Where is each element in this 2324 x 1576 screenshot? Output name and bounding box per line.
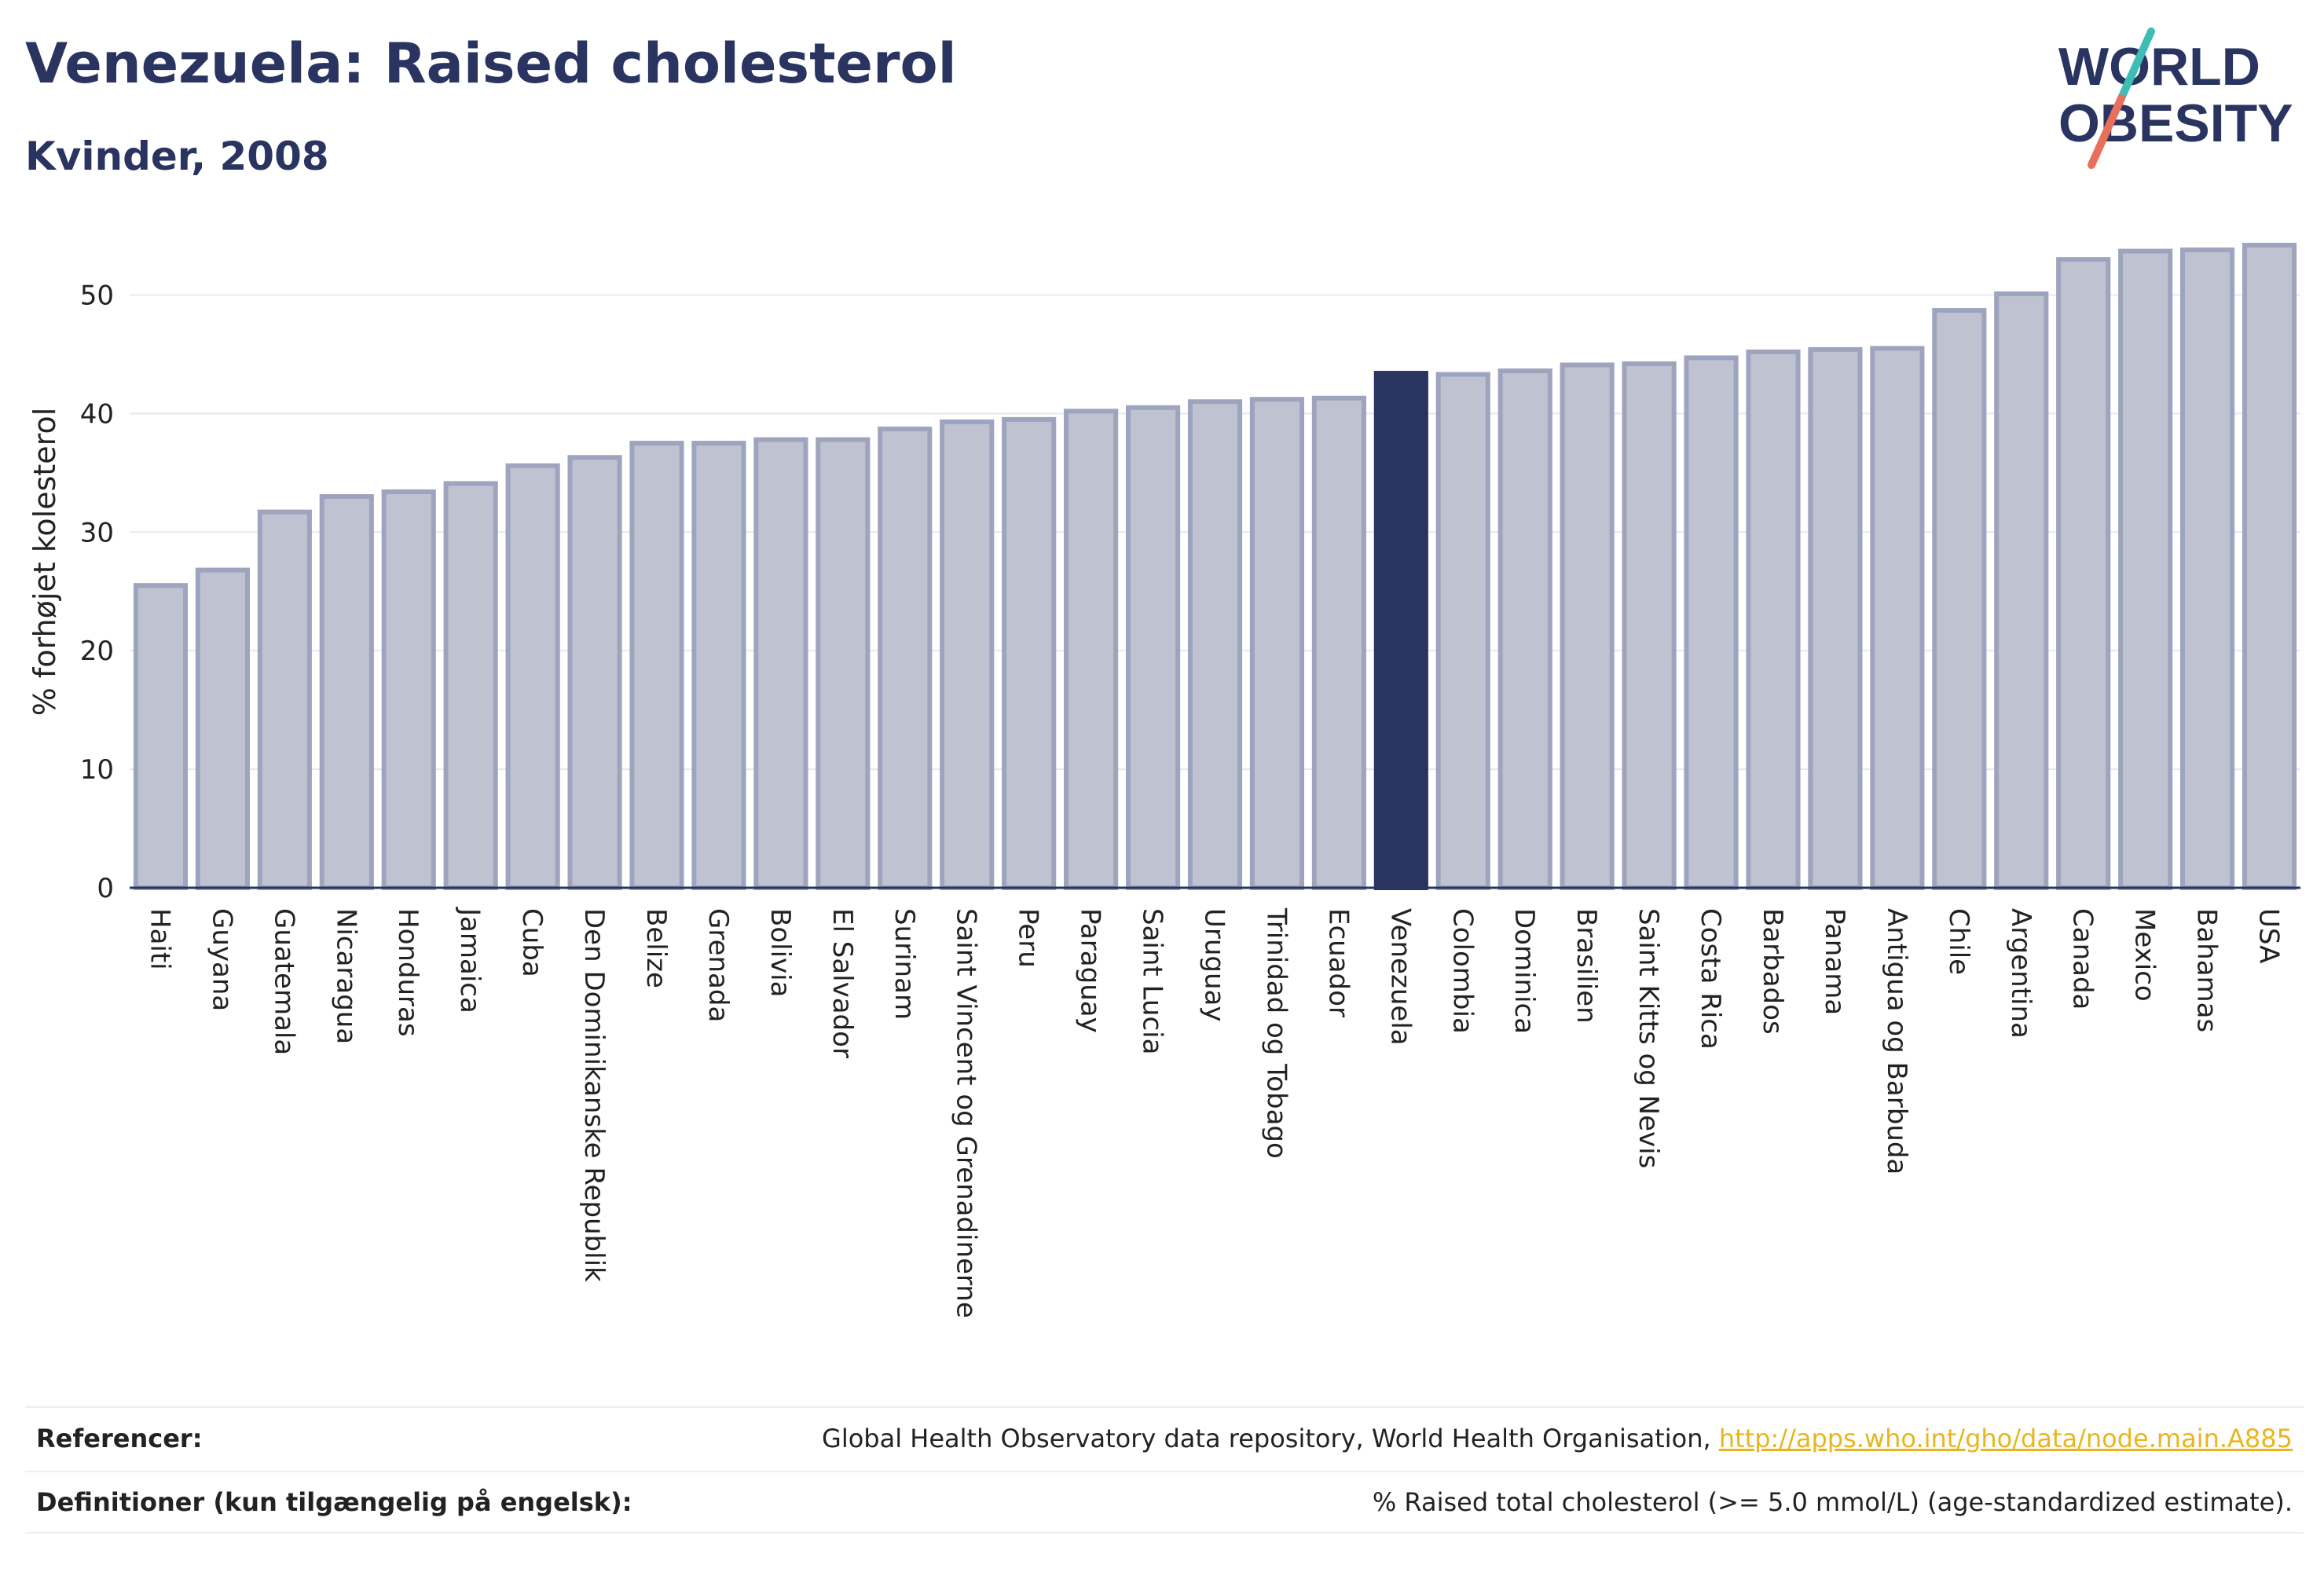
bar-trinidad-og-tobago (1249, 397, 1305, 891)
bar-dominica (1497, 368, 1552, 890)
bar-bolivia (753, 437, 808, 890)
definitions-row: Definitioner (kun tilgængelig på engelsk… (25, 1471, 2304, 1534)
bar-mexico (2118, 248, 2173, 891)
bar-canada (2056, 257, 2111, 890)
bar-jamaica (443, 481, 498, 890)
references-link[interactable]: http://apps.who.int/gho/data/node.main.A… (1718, 1424, 2293, 1453)
references-value: Global Health Observatory data repositor… (822, 1424, 2293, 1453)
x-tick-label: Chile (1943, 908, 1974, 975)
references-label: Referencer: (36, 1424, 203, 1453)
page-title: Venezuela: Raised cholesterol (25, 31, 957, 96)
bar-den-dominikanske-republik (567, 455, 622, 890)
bar-chart: 0 10 20 30 40 50 % forhøjet kolesterol Haiti Guy… (27, 243, 2300, 1318)
x-tick-label: Uruguay (1199, 908, 1230, 1022)
y-tick-label: 0 (97, 873, 114, 904)
x-tick-label: Bahamas (2191, 908, 2223, 1032)
x-tick-label: Antigua og Barbuda (1881, 908, 1912, 1175)
logo-text-world: WORLD (2058, 37, 2260, 97)
definitions-label: Definitioner (kun tilgængelig på engelsk… (36, 1487, 632, 1517)
footer: Referencer: Global Health Observatory da… (25, 1406, 2304, 1540)
x-tick-label: Saint Kitts og Nevis (1633, 908, 1664, 1168)
bar-antigua-og-barbuda (1870, 346, 1925, 890)
bar-surinam (878, 426, 933, 890)
x-tick-label: Saint Lucia (1137, 908, 1168, 1054)
bar-brasilien (1560, 362, 1615, 890)
bar-costa-rica (1684, 355, 1739, 891)
bar-colombia (1435, 372, 1490, 890)
y-tick-label: 20 (80, 636, 114, 667)
bar-saint-kitts-og-nevis (1622, 361, 1677, 890)
x-tick-label: Surinam (889, 908, 920, 1020)
bar-paraguay (1064, 409, 1119, 890)
y-axis-title: % forhøjet kolesterol (27, 408, 62, 717)
x-tick-label: Jamaica (454, 907, 486, 1013)
x-tick-label: Cuba (516, 908, 548, 977)
y-tick-label: 50 (80, 280, 114, 311)
x-tick-label: Canada (2067, 908, 2099, 1010)
bar-belize (629, 441, 684, 890)
bar-chile (1932, 308, 1987, 890)
x-tick-label: Nicaragua (330, 908, 361, 1044)
bar-venezuela (1373, 371, 1428, 890)
bar-bahamas (2180, 247, 2235, 891)
bar-grenada (691, 441, 746, 890)
x-tick-label: Grenada (702, 908, 734, 1022)
x-tick-label: Brasilien (1571, 908, 1602, 1024)
x-tick-label: El Salvador (827, 908, 858, 1058)
x-tick-label: Belize (640, 908, 672, 988)
x-tick-label: Honduras (392, 908, 423, 1037)
bar-honduras (381, 489, 436, 890)
definitions-text: % Raised total cholesterol (>= 5.0 mmol/… (1372, 1487, 2293, 1517)
bar-guyana (195, 567, 250, 891)
x-tick-label: Argentina (2005, 908, 2036, 1039)
y-tick-label: 40 (80, 398, 114, 430)
bar-peru (1002, 416, 1057, 890)
bar-panama (1808, 346, 1863, 890)
x-tick-label: Guyana (206, 908, 237, 1011)
logo-slash-teal (2117, 27, 2155, 102)
bar-barbados (1746, 349, 1801, 890)
y-tick-label: 30 (80, 517, 114, 548)
references-row: Referencer: Global Health Observatory da… (25, 1406, 2304, 1469)
x-tick-label: USA (2253, 908, 2285, 963)
bar-uruguay (1187, 399, 1243, 891)
x-tick-label: Colombia (1446, 908, 1478, 1034)
x-tick-label: Haiti (144, 908, 175, 970)
page-subtitle: Kvinder, 2008 (25, 134, 329, 179)
references-text: Global Health Observatory data repositor… (822, 1424, 1719, 1453)
x-tick-label: Bolivia (764, 908, 796, 997)
x-tick-label: Paraguay (1075, 908, 1106, 1033)
x-tick-label: Venezuela (1384, 908, 1416, 1046)
x-tick-label: Trinidad og Tobago (1260, 907, 1292, 1159)
x-tick-label: Peru (1013, 908, 1044, 968)
x-tick-label: Den Dominikanske Republik (578, 908, 610, 1282)
bar-guatemala (257, 509, 312, 890)
bar-nicaragua (319, 494, 374, 890)
bar-saint-lucia (1125, 405, 1181, 890)
x-tick-label: Dominica (1508, 908, 1540, 1034)
x-tick-label: Barbados (1757, 908, 1788, 1035)
x-tick-label: Ecuador (1322, 908, 1354, 1017)
bar-el-salvador (816, 437, 871, 890)
bar-usa (2242, 243, 2297, 890)
logo-slash-coral (2088, 94, 2125, 169)
bar-saint-vincent-og-grenadinerne (940, 419, 995, 890)
y-tick-label: 10 (80, 754, 114, 786)
bar-haiti (133, 583, 189, 890)
world-obesity-logo: WORLD OBESITY (2058, 27, 2293, 169)
x-tick-label: Guatemala (268, 908, 299, 1055)
x-tick-label: Panama (1819, 908, 1850, 1015)
bar-argentina (1994, 291, 2049, 891)
x-tick-label: Costa Rica (1695, 908, 1726, 1050)
x-tick-label: Saint Vincent og Grenadinerne (951, 908, 982, 1318)
bar-cuba (505, 463, 560, 890)
bar-ecuador (1311, 395, 1366, 890)
x-tick-label: Mexico (2129, 908, 2161, 1002)
